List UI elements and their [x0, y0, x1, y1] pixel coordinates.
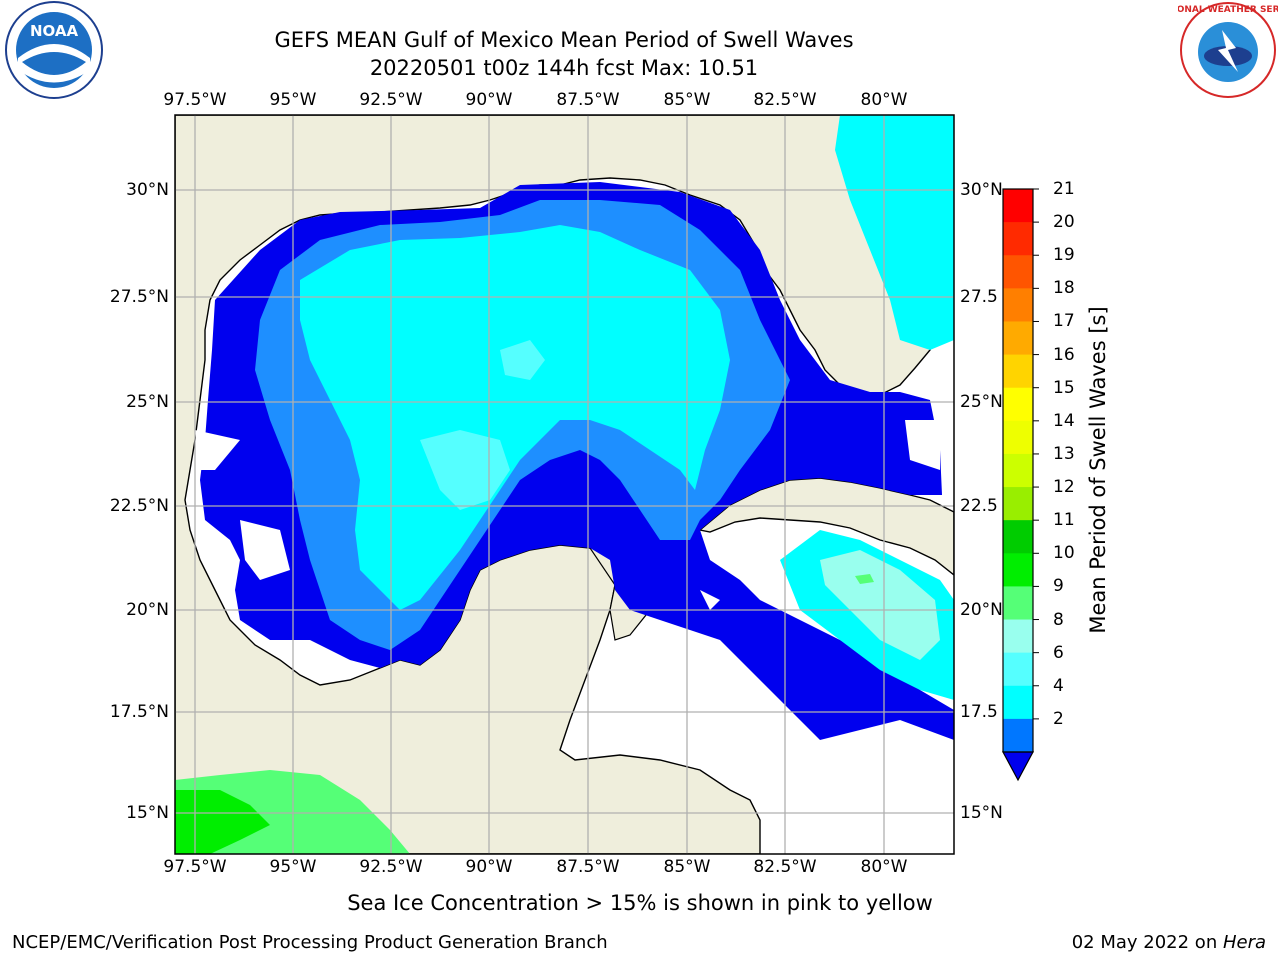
lat-tick-label: 22.5°N	[109, 496, 169, 516]
lon-tick-label: 92.5°W	[359, 857, 423, 877]
colorbar-segment	[1003, 685, 1033, 720]
footer-credit: NCEP/EMC/Verification Post Processing Pr…	[12, 932, 608, 953]
colorbar-tick-label: 13	[1053, 443, 1075, 464]
swell-aqua-2	[500, 340, 545, 380]
lat-tick-label: 20°N	[960, 600, 1003, 620]
lon-tick-label: 82.5°W	[753, 857, 817, 877]
colorbar-tick-label: 12	[1053, 477, 1075, 498]
colorbar-segment	[1003, 520, 1033, 554]
lat-tick-label: 15°N	[126, 803, 169, 823]
lon-tick-label: 90°W	[465, 857, 513, 877]
colorbar-segment	[1003, 487, 1033, 521]
colorbar-segment	[1003, 354, 1033, 389]
swell-aqua	[420, 430, 510, 510]
footer-machine: Hera	[1222, 932, 1266, 953]
swell-gap-2	[240, 520, 290, 580]
swell-cyan	[300, 225, 730, 610]
sea-ice-note: Sea Ice Concentration > 15% is shown in …	[347, 891, 933, 915]
map-panel	[175, 115, 954, 854]
lat-tick-label: 17.5°N	[109, 702, 169, 722]
colorbar-frame	[1002, 188, 1034, 753]
lon-tick-label: 95°W	[269, 857, 317, 877]
colorbar-tick-label: 8	[1053, 609, 1064, 630]
colorbar-tick-label: 14	[1053, 410, 1075, 431]
lat-tick-label: 15°N	[960, 803, 1003, 823]
lat-tick-label: 20°N	[126, 600, 169, 620]
colorbar-tick-label: 16	[1053, 344, 1075, 365]
land-cuba	[698, 477, 954, 576]
colorbar-extend-arrow	[1001, 751, 1035, 782]
colorbar-tick-label: 15	[1053, 377, 1075, 398]
lon-tick-label: 85°W	[663, 857, 711, 877]
colorbar-segment	[1003, 189, 1033, 223]
lon-tick-label: 97.5°W	[163, 857, 227, 877]
colorbar-segment	[1003, 619, 1033, 654]
colorbar-tick-label: 6	[1053, 642, 1064, 663]
swell-gap-4	[905, 420, 940, 470]
lon-tick-label: 80°W	[860, 90, 908, 110]
lon-tick-label: 87.5°W	[556, 90, 620, 110]
swell-caribbean-aqua	[820, 550, 940, 660]
colorbar-tick-label: 11	[1053, 510, 1075, 531]
colorbar-segment	[1003, 453, 1033, 488]
colorbar-tick-label: 17	[1053, 311, 1075, 332]
colorbar-tick-label: 9	[1053, 576, 1064, 597]
lon-tick-label: 80°W	[860, 857, 908, 877]
colorbar	[1001, 188, 1039, 782]
lon-tick-label: 97.5°W	[163, 90, 227, 110]
colorbar-segment	[1003, 288, 1033, 322]
colorbar-segment	[1003, 553, 1033, 587]
colorbar-tick-label: 10	[1053, 543, 1075, 564]
lon-tick-label: 82.5°W	[753, 90, 817, 110]
svg-text:NOAA: NOAA	[30, 22, 79, 40]
svg-text:NATIONAL WEATHER SERVICE: NATIONAL WEATHER SERVICE	[1178, 5, 1278, 15]
colorbar-tick-label: 4	[1053, 675, 1064, 696]
swell-gap-1	[195, 430, 240, 470]
colorbar-tick-label: 2	[1053, 708, 1064, 729]
swell-caribbean-green	[855, 574, 874, 584]
colorbar-segment	[1003, 387, 1033, 422]
swell-atlantic-cyan	[835, 115, 954, 350]
lon-tick-label: 95°W	[269, 90, 317, 110]
nws-logo: NATIONAL WEATHER SERVICE	[1178, 2, 1278, 98]
colorbar-tick-label: 18	[1053, 278, 1075, 299]
lat-tick-label: 30°N	[126, 180, 169, 200]
colorbar-segment	[1003, 652, 1033, 687]
colorbar-segment	[1003, 586, 1033, 621]
colorbar-segment	[1003, 255, 1033, 289]
colorbar-segment	[1003, 718, 1033, 753]
lat-tick-label: 22.5	[960, 496, 998, 516]
lon-tick-label: 85°W	[663, 90, 711, 110]
colorbar-tick-label: 20	[1053, 212, 1075, 233]
colorbar-label: Mean Period of Swell Waves [s]	[1086, 306, 1110, 634]
swell-gap-3	[700, 590, 720, 610]
lon-tick-label: 92.5°W	[359, 90, 423, 110]
colorbar-segment	[1003, 420, 1033, 455]
lon-tick-label: 90°W	[465, 90, 513, 110]
colorbar-segment	[1003, 321, 1033, 356]
footer-date: 02 May 2022 on Hera	[1071, 932, 1266, 953]
lat-tick-label: 27.5	[960, 287, 998, 307]
lat-tick-label: 25°N	[960, 392, 1003, 412]
map-frame	[174, 114, 955, 855]
map-subtitle: 20220501 t00z 144h fcst Max: 10.51	[369, 56, 759, 80]
colorbar-tick-label: 21	[1053, 179, 1075, 199]
lon-tick-label: 87.5°W	[556, 857, 620, 877]
colorbar-segment	[1003, 222, 1033, 256]
lat-tick-label: 30°N	[960, 180, 1003, 200]
colorbar-tick-label: 19	[1053, 245, 1075, 266]
lat-tick-label: 25°N	[126, 392, 169, 412]
lat-tick-label: 27.5°N	[109, 287, 169, 307]
map-grid	[175, 115, 954, 854]
swell-pacific-bright-green	[175, 790, 270, 854]
map-title: GEFS MEAN Gulf of Mexico Mean Period of …	[274, 28, 854, 52]
noaa-logo: NOAA	[5, 1, 103, 99]
lat-tick-label: 17.5	[960, 702, 998, 722]
